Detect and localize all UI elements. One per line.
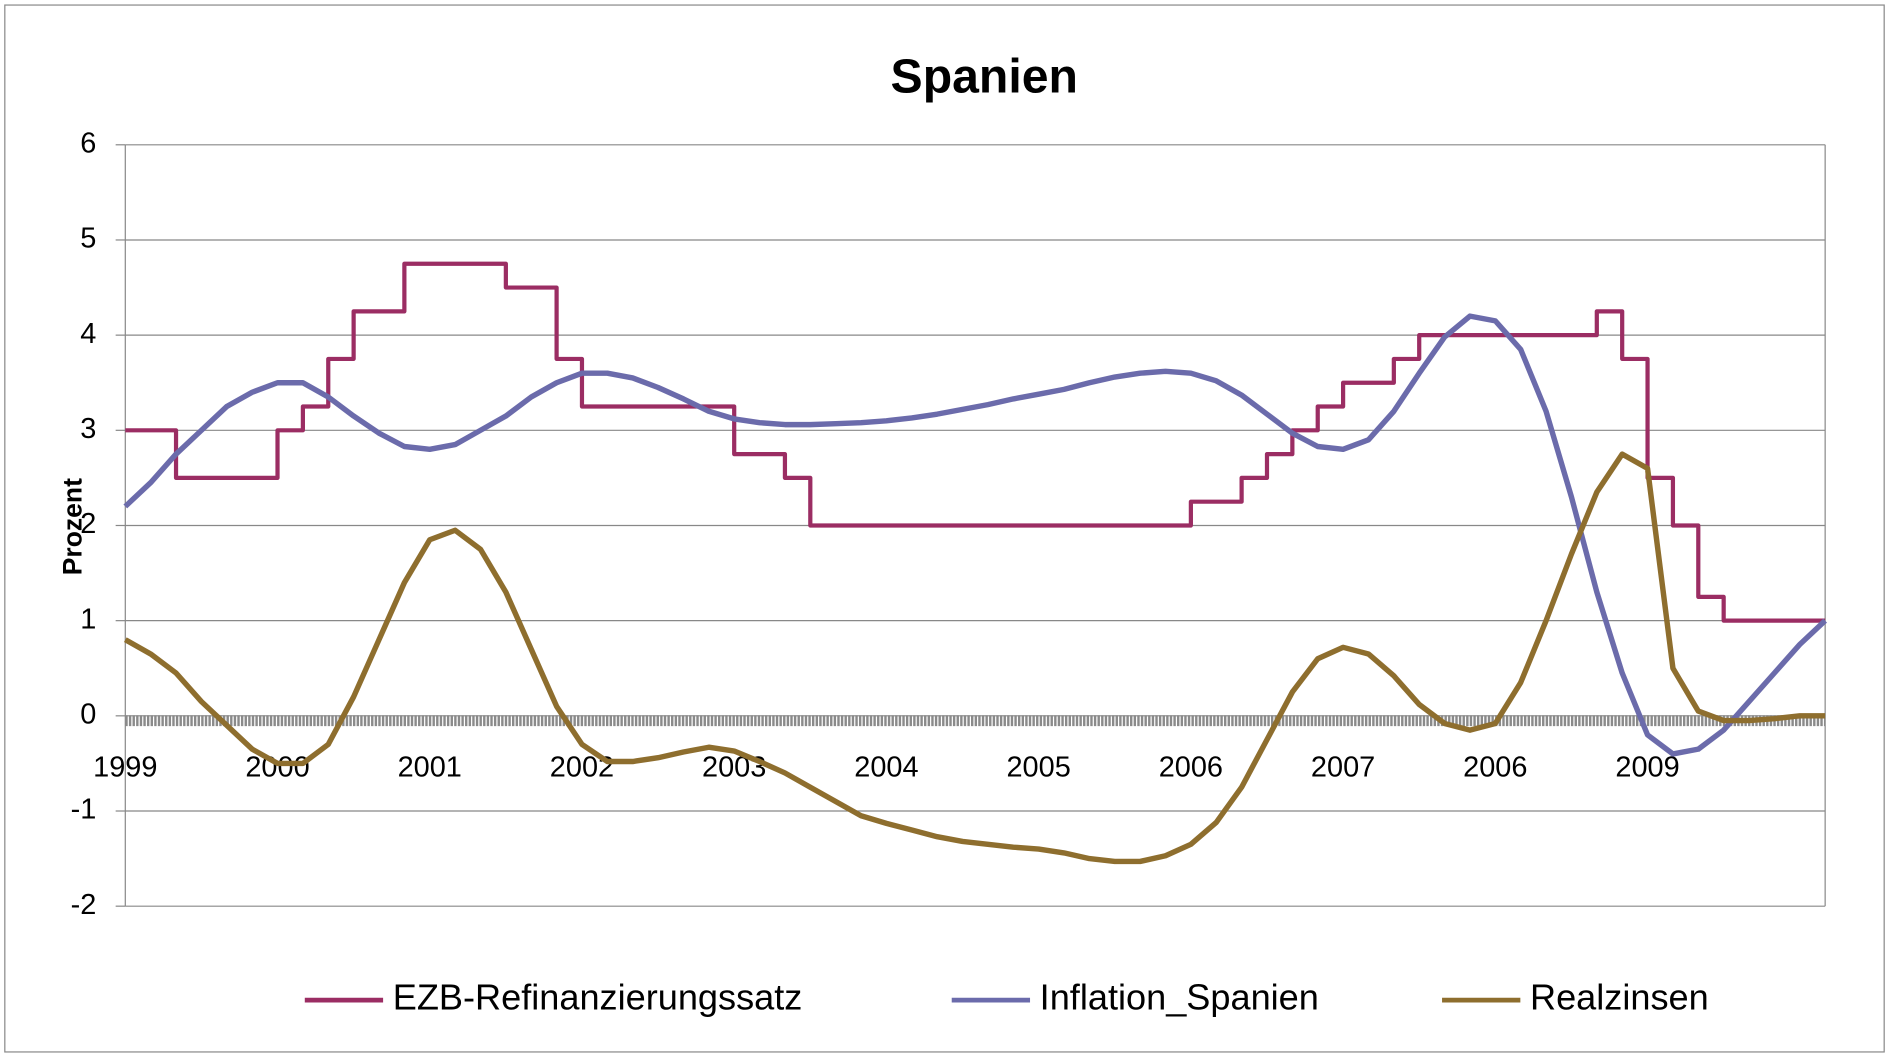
chart-border xyxy=(4,4,1885,1053)
x-tick-label: 2006 xyxy=(1159,751,1223,783)
y-tick-label: 0 xyxy=(80,698,96,730)
y-tick-label: 3 xyxy=(80,413,96,445)
series-line xyxy=(125,261,1826,623)
x-tick-label: 2000 xyxy=(245,751,309,783)
y-tick-label: 5 xyxy=(80,223,96,255)
x-tick-label: 1999 xyxy=(93,751,157,783)
legend-label: EZB-Refinanzierungssatz xyxy=(393,977,803,1018)
series-line xyxy=(123,451,1826,865)
legend-label: Inflation_Spanien xyxy=(1040,977,1319,1018)
y-axis-label: Prozent xyxy=(58,478,88,575)
y-tick-label: 2 xyxy=(80,508,96,540)
y-tick-label: 4 xyxy=(80,318,96,350)
y-tick-label: 1 xyxy=(80,603,96,635)
x-tick-label: 2003 xyxy=(702,751,766,783)
chart-title: Spanien xyxy=(891,49,1078,103)
y-tick-label: 6 xyxy=(80,127,96,159)
legend-label: Realzinsen xyxy=(1530,977,1709,1018)
x-tick-label: 2005 xyxy=(1006,751,1070,783)
y-tick-label: -1 xyxy=(71,794,97,826)
x-tick-label: 2007 xyxy=(1311,751,1375,783)
x-tick-label: 2009 xyxy=(1615,751,1679,783)
x-tick-label: 2002 xyxy=(550,751,614,783)
series-line xyxy=(123,313,1828,757)
y-tick-label: -2 xyxy=(71,889,97,921)
x-tick-label: 2006 xyxy=(1463,751,1527,783)
x-tick-label: 2004 xyxy=(854,751,918,783)
x-tick-label: 2001 xyxy=(398,751,462,783)
